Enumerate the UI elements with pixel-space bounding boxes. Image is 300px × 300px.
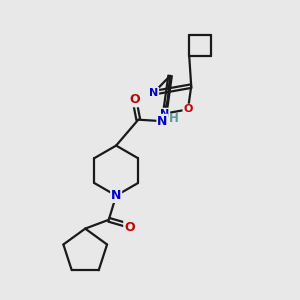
Text: N: N xyxy=(111,189,121,202)
Text: O: O xyxy=(183,104,193,114)
Text: O: O xyxy=(129,94,140,106)
Text: N: N xyxy=(160,109,170,118)
Text: N: N xyxy=(149,88,158,98)
Text: N: N xyxy=(157,115,168,128)
Text: O: O xyxy=(124,221,135,234)
Text: H: H xyxy=(169,112,178,125)
